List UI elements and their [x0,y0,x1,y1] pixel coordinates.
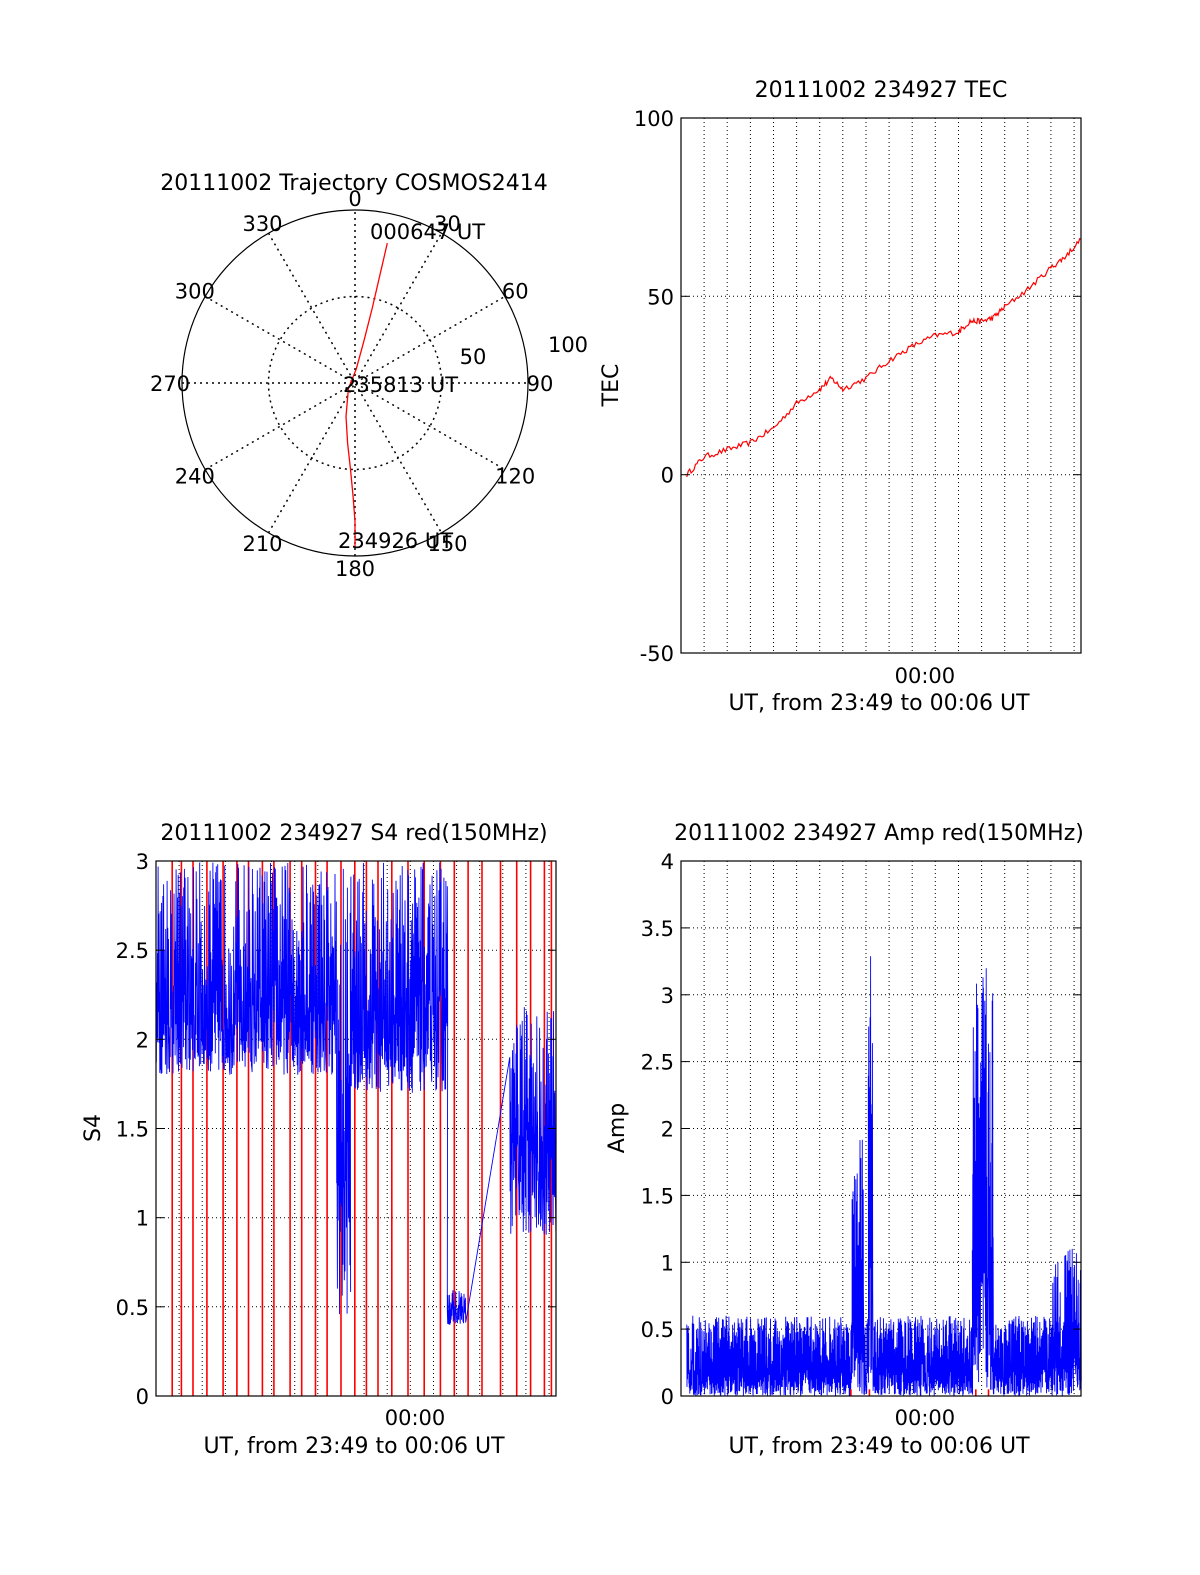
amp-panel: 20111002 234927 Amp red(150MHz) 0 0.5 1 1.5… [605,821,1084,1459]
polar-title: 20111002 Trajectory COSMOS2414 [160,171,547,196]
polar-angle-label-0: 0 [348,187,361,211]
amp-title: 20111002 234927 Amp red(150MHz) [674,821,1084,846]
y-tick-label: 0 [661,464,674,488]
polar-spoke-120 [204,295,506,471]
s4-y-label: S4 [81,1114,106,1142]
tec-y-label: TEC [599,364,624,408]
polar-angle-label-30: 30 [434,212,461,236]
polar-grid [182,210,528,556]
s4-title: 20111002 234927 S4 red(150MHz) [160,821,547,846]
polar-spoke-60 [204,295,506,471]
s4-x-tick-label: 00:00 [385,1406,446,1430]
polar-radial-label-100: 100 [548,333,588,357]
amp-x-label: UT, from 23:49 to 00:06 UT [728,1434,1030,1459]
noisy-trace [155,862,557,1325]
polar-spoke-150 [267,232,443,534]
polar-trajectory-panel: 20111002 Trajectory COSMOS2414 0 30 60 90 12… [150,171,588,581]
polar-angle-label-150: 150 [427,532,467,556]
track-start-label: 234926 UT [338,529,453,553]
y-tick-label: 1.5 [116,1118,149,1142]
y-tick-label: 100 [634,107,674,131]
s4-x-label: UT, from 23:49 to 00:06 UT [203,1434,505,1459]
track-end-label: 000647 UT [370,220,485,244]
y-tick-label: 3 [136,850,149,874]
y-tick-label: 2 [661,1118,674,1142]
y-tick-label: 0.5 [641,1318,674,1342]
amp-y-label: Amp [605,1103,630,1153]
s4-y-ticks: 0 0.5 1 1.5 2 2.5 3 [116,850,556,1409]
polar-outer-circle [181,209,529,557]
tec-title: 20111002 234927 TEC [755,78,1008,103]
polar-angle-label-330: 330 [242,212,282,236]
y-tick-label: 0.5 [116,1296,149,1320]
noisy-trace [686,956,1082,1397]
y-tick-label: 2.5 [641,1051,674,1075]
polar-spoke-30 [267,232,443,534]
y-tick-label: 2 [136,1028,149,1052]
tec-y-ticks: -50 0 50 100 [634,107,1081,666]
polar-angle-label-90: 90 [527,372,554,396]
tec-series [686,237,1082,478]
y-tick-label: 3.5 [641,917,674,941]
y-tick-label: 1 [136,1207,149,1231]
s4-series [155,861,557,1396]
tec-x-label: UT, from 23:49 to 00:06 UT [728,691,1030,716]
polar-angle-label-300: 300 [175,280,215,304]
satellite-track [345,242,388,548]
polar-angle-label-180: 180 [335,557,375,581]
polar-angle-label-240: 240 [175,465,215,489]
s4-panel: 20111002 234927 S4 red(150MHz) 0 0.5 1 1.5 2… [81,821,557,1459]
y-tick-label: 0 [136,1385,149,1409]
amp-x-tick-label: 00:00 [895,1406,956,1430]
tec-line [686,237,1082,478]
amp-series [686,956,1082,1397]
track-mid-label: 235813 UT [343,373,458,397]
y-tick-label: 4 [661,850,674,874]
y-tick-label: 50 [647,285,674,309]
polar-angle-label-210: 210 [242,532,282,556]
y-tick-label: 2.5 [116,939,149,963]
y-tick-label: -50 [640,642,674,666]
y-tick-label: 3 [661,984,674,1008]
polar-angle-labels: 0 30 60 90 120 150 180 210 240 270 300 330 [150,187,553,581]
polar-radial-label-50: 50 [460,345,487,369]
polar-angle-label-60: 60 [502,280,529,304]
y-tick-label: 1 [661,1251,674,1275]
tec-plot-frame [680,117,1082,654]
y-tick-label: 1.5 [641,1184,674,1208]
y-tick-label: 0 [661,1385,674,1409]
polar-angle-label-120: 120 [495,465,535,489]
tec-grid [681,118,1081,653]
tec-x-tick-label: 00:00 [895,664,956,688]
amp-grid [681,861,1081,1396]
polar-angle-label-270: 270 [150,372,190,396]
amp-y-ticks: 0 0.5 1 1.5 2 2.5 3 3.5 4 [641,850,1081,1409]
